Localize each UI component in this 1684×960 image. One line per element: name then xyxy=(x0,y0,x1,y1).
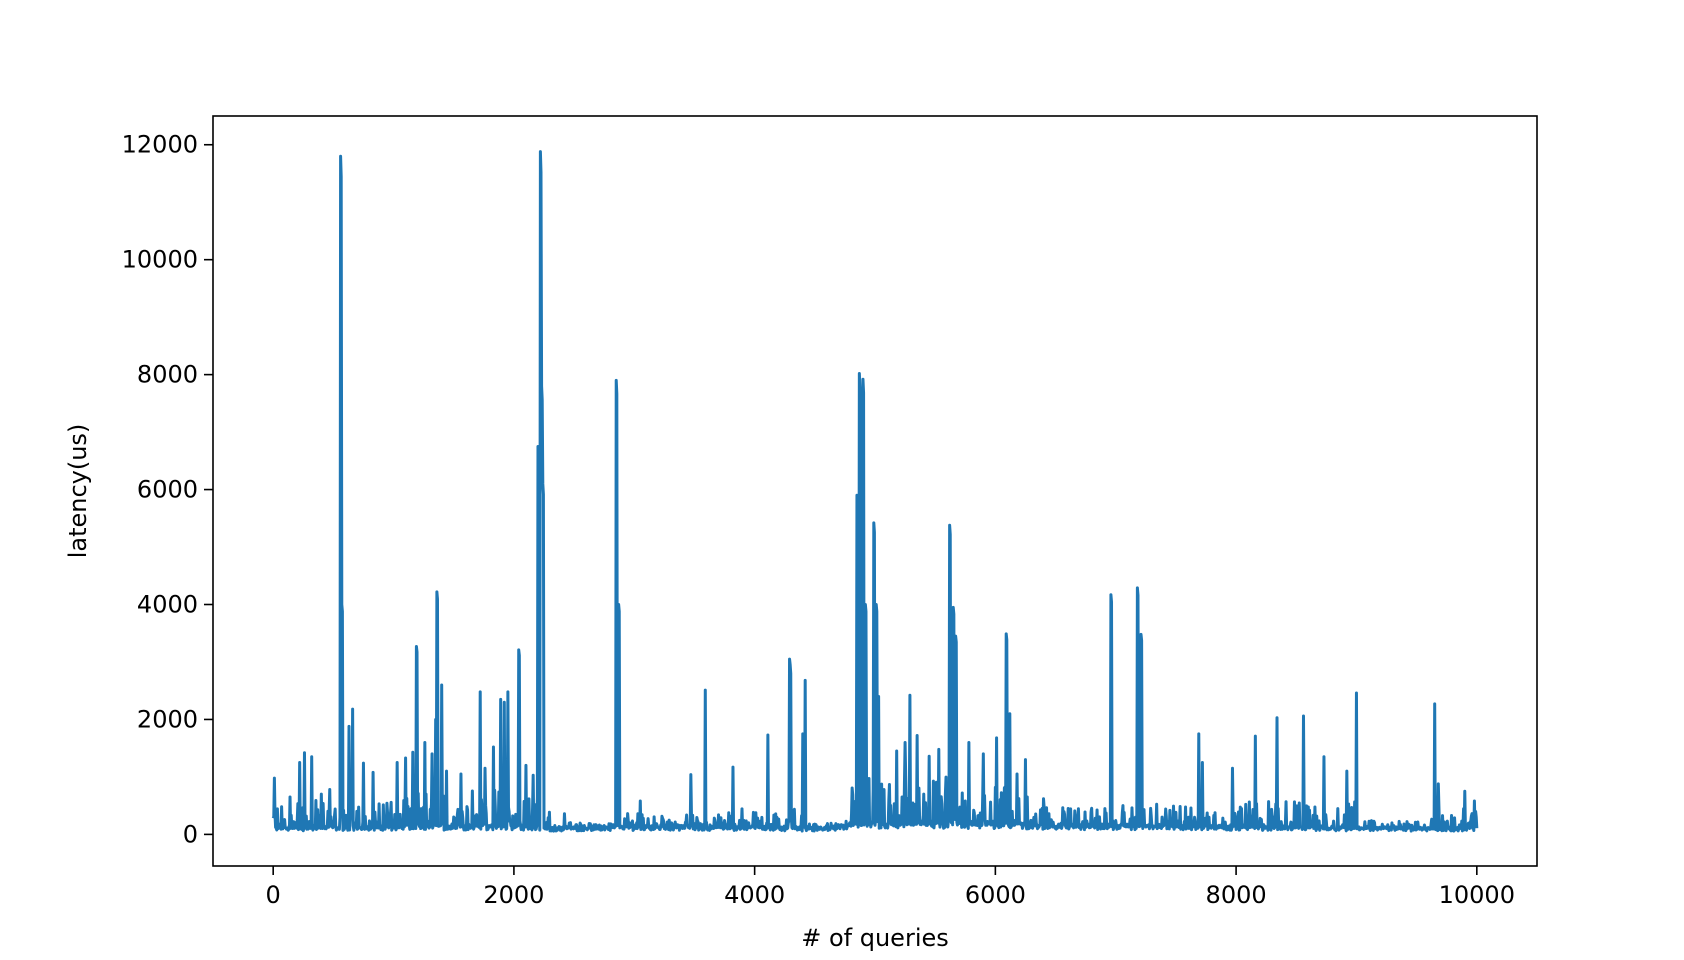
x-tick-label: 0 xyxy=(266,881,281,909)
latency-series-line xyxy=(271,150,1479,833)
x-axis-label: # of queries xyxy=(801,924,949,952)
x-tick-label: 2000 xyxy=(483,881,544,909)
y-tick-label: 6000 xyxy=(137,476,198,504)
y-tick-label: 8000 xyxy=(137,361,198,389)
y-tick-label: 4000 xyxy=(137,591,198,619)
y-tick-label: 2000 xyxy=(137,705,198,733)
y-tick-label: 0 xyxy=(183,820,198,848)
y-axis-label: latency(us) xyxy=(64,424,92,559)
plot-frame xyxy=(212,115,1538,867)
y-axis-ticks: 0 2000 4000 6000 8000 10000 12000 xyxy=(122,131,213,848)
y-tick-label: 12000 xyxy=(122,131,198,159)
x-tick-label: 8000 xyxy=(1206,881,1267,909)
x-tick-label: 6000 xyxy=(965,881,1026,909)
x-tick-label: 10000 xyxy=(1439,881,1515,909)
plot-area xyxy=(271,150,1479,833)
y-tick-label: 10000 xyxy=(122,246,198,274)
x-axis-ticks: 0 2000 4000 6000 8000 10000 xyxy=(266,866,1515,909)
x-tick-label: 4000 xyxy=(724,881,785,909)
